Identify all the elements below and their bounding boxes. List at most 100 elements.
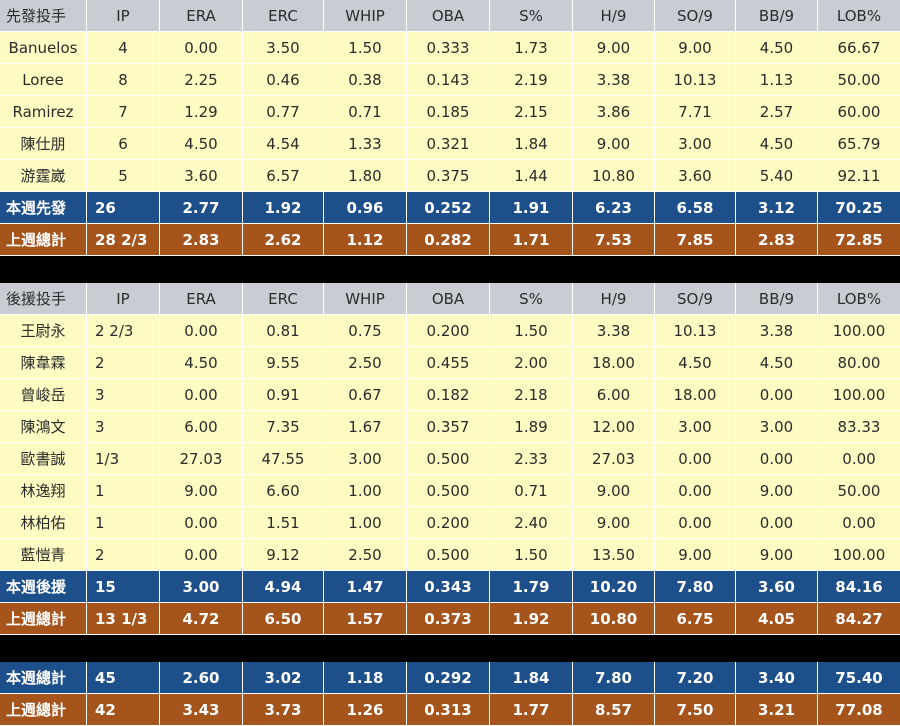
stat-cell: 2 2/3 xyxy=(87,315,160,347)
column-header: LOB% xyxy=(818,0,900,32)
stat-cell: 6 xyxy=(87,128,160,160)
stat-cell: 6.58 xyxy=(655,192,736,224)
stat-cell: 3.00 xyxy=(736,411,818,443)
stat-cell: 2.33 xyxy=(490,443,573,475)
stat-cell: 1.50 xyxy=(490,539,573,571)
stat-cell: 0.75 xyxy=(324,315,407,347)
stat-cell: 3.00 xyxy=(160,571,243,603)
row-label: 陳仕朋 xyxy=(0,128,87,160)
stat-cell: 2.50 xyxy=(324,539,407,571)
stat-cell: 1.50 xyxy=(324,32,407,64)
stat-cell: 0.343 xyxy=(407,571,490,603)
stat-cell: 0.375 xyxy=(407,160,490,192)
last-week-row: 上週總計 13 1/3 4.72 6.50 1.57 0.373 1.92 10.80 6.75… xyxy=(0,603,900,635)
stat-cell: 47.55 xyxy=(243,443,324,475)
stat-cell: 1.26 xyxy=(324,694,407,726)
stat-cell: 3 xyxy=(87,379,160,411)
stat-cell: 80.00 xyxy=(818,347,900,379)
stat-cell: 2.83 xyxy=(736,224,818,256)
section-separator xyxy=(0,256,900,283)
player-row: 王尉永 2 2/3 0.00 0.81 0.75 0.200 1.50 3.38 10.13 3.… xyxy=(0,315,900,347)
stat-cell: 2.50 xyxy=(324,347,407,379)
stat-cell: 0.373 xyxy=(407,603,490,635)
stat-cell: 6.00 xyxy=(573,379,655,411)
stat-cell: 13 1/3 xyxy=(87,603,160,635)
player-row: Banuelos 4 0.00 3.50 1.50 0.333 1.73 9.00 9.00 4.… xyxy=(0,32,900,64)
row-label: 王尉永 xyxy=(0,315,87,347)
column-header: S% xyxy=(490,0,573,32)
stat-cell: 3.73 xyxy=(243,694,324,726)
stat-cell: 7.71 xyxy=(655,96,736,128)
player-row: 歐書誠 1/3 27.03 47.55 3.00 0.500 2.33 27.03 0.00 0.… xyxy=(0,443,900,475)
stat-cell: 10.13 xyxy=(655,64,736,96)
row-label: 上週總計 xyxy=(0,603,87,635)
stat-cell: 6.57 xyxy=(243,160,324,192)
stat-cell: 7.50 xyxy=(655,694,736,726)
column-header: ERC xyxy=(243,0,324,32)
stat-cell: 9.00 xyxy=(736,539,818,571)
column-header: OBA xyxy=(407,283,490,315)
player-row: 游霆崴 5 3.60 6.57 1.80 0.375 1.44 10.80 3.60 5.40 92… xyxy=(0,160,900,192)
stat-cell: 0.333 xyxy=(407,32,490,64)
row-label: 藍愷青 xyxy=(0,539,87,571)
stat-cell: 0.200 xyxy=(407,315,490,347)
stat-cell: 2.00 xyxy=(490,347,573,379)
stat-cell: 1.92 xyxy=(243,192,324,224)
player-row: Loree 8 2.25 0.46 0.38 0.143 2.19 3.38 10.13 1.13… xyxy=(0,64,900,96)
stat-cell: 0.313 xyxy=(407,694,490,726)
stat-cell: 2.83 xyxy=(160,224,243,256)
stat-cell: 9.00 xyxy=(736,475,818,507)
stat-cell: 1.29 xyxy=(160,96,243,128)
column-header: ERA xyxy=(160,283,243,315)
player-row: 陳仕朋 6 4.50 4.54 1.33 0.321 1.84 9.00 3.00 4.50 65.… xyxy=(0,128,900,160)
stat-cell: 4.50 xyxy=(655,347,736,379)
stat-cell: 50.00 xyxy=(818,475,900,507)
stat-cell: 0.00 xyxy=(655,475,736,507)
stat-cell: 100.00 xyxy=(818,315,900,347)
stat-cell: 3.00 xyxy=(324,443,407,475)
stat-cell: 4 xyxy=(87,32,160,64)
stat-cell: 1.00 xyxy=(324,475,407,507)
stat-cell: 2.18 xyxy=(490,379,573,411)
stat-cell: 0.500 xyxy=(407,443,490,475)
column-header: LOB% xyxy=(818,283,900,315)
player-row: 林逸翔 1 9.00 6.60 1.00 0.500 0.71 9.00 0.00 9.00 50.… xyxy=(0,475,900,507)
stat-cell: 3.38 xyxy=(736,315,818,347)
stat-cell: 0.357 xyxy=(407,411,490,443)
stat-cell: 1.47 xyxy=(324,571,407,603)
stat-cell: 0.00 xyxy=(655,507,736,539)
stat-cell: 6.00 xyxy=(160,411,243,443)
week-summary-row: 本週後援 15 3.00 4.94 1.47 0.343 1.79 10.20 7.80 3.60… xyxy=(0,571,900,603)
player-row: 林柏佑 1 0.00 1.51 1.00 0.200 2.40 9.00 0.00 0.00 0.0… xyxy=(0,507,900,539)
stat-cell: 2 xyxy=(87,539,160,571)
stat-cell: 3.21 xyxy=(736,694,818,726)
stat-cell: 0.96 xyxy=(324,192,407,224)
stat-cell: 9.00 xyxy=(655,32,736,64)
stat-cell: 0.00 xyxy=(160,315,243,347)
stat-cell: 1.33 xyxy=(324,128,407,160)
stat-cell: 4.50 xyxy=(736,32,818,64)
stat-cell: 0.00 xyxy=(736,507,818,539)
stat-cell: 3.00 xyxy=(655,128,736,160)
stat-cell: 0.00 xyxy=(818,507,900,539)
stat-cell: 18.00 xyxy=(573,347,655,379)
stat-cell: 0.67 xyxy=(324,379,407,411)
stat-cell: 1.73 xyxy=(490,32,573,64)
stat-cell: 84.16 xyxy=(818,571,900,603)
stat-cell: 1.77 xyxy=(490,694,573,726)
stat-cell: 10.13 xyxy=(655,315,736,347)
stat-cell: 72.85 xyxy=(818,224,900,256)
stat-cell: 3.43 xyxy=(160,694,243,726)
stat-cell: 7.80 xyxy=(655,571,736,603)
stat-cell: 7 xyxy=(87,96,160,128)
stat-cell: 6.50 xyxy=(243,603,324,635)
stat-cell: 7.80 xyxy=(573,662,655,694)
column-header: WHIP xyxy=(324,0,407,32)
stat-cell: 84.27 xyxy=(818,603,900,635)
row-label: 歐書誠 xyxy=(0,443,87,475)
stat-cell: 9.12 xyxy=(243,539,324,571)
stat-cell: 50.00 xyxy=(818,64,900,96)
stat-cell: 28 2/3 xyxy=(87,224,160,256)
stat-cell: 2 xyxy=(87,347,160,379)
table-header-row: 後援投手 IP ERA ERC WHIP OBA S% H/9 SO/9 BB/9 LOB% xyxy=(0,283,900,315)
